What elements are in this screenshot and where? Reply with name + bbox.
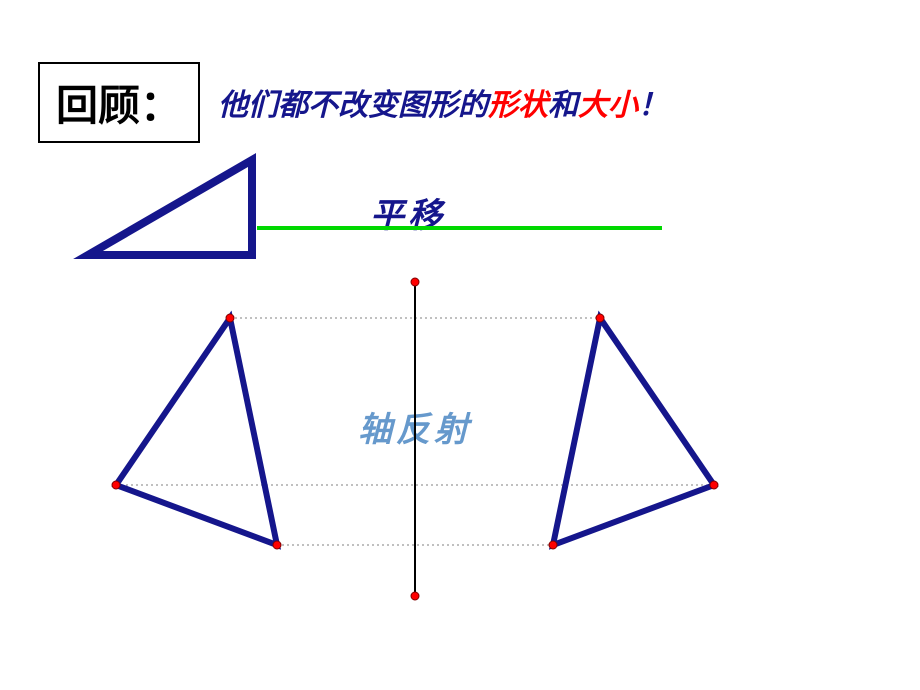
- left-vertex-left: [112, 481, 120, 489]
- right-triangle: [553, 318, 714, 545]
- top-triangle: [88, 160, 252, 255]
- left-vertex-top: [226, 314, 234, 322]
- left-vertex-bottom: [273, 541, 281, 549]
- right-vertex-bottom: [549, 541, 557, 549]
- axis-dot-top: [411, 278, 419, 286]
- right-vertex-right: [710, 481, 718, 489]
- left-triangle: [116, 318, 277, 545]
- diagram-svg: [0, 0, 920, 690]
- axis-dot-bottom: [411, 592, 419, 600]
- right-vertex-top: [596, 314, 604, 322]
